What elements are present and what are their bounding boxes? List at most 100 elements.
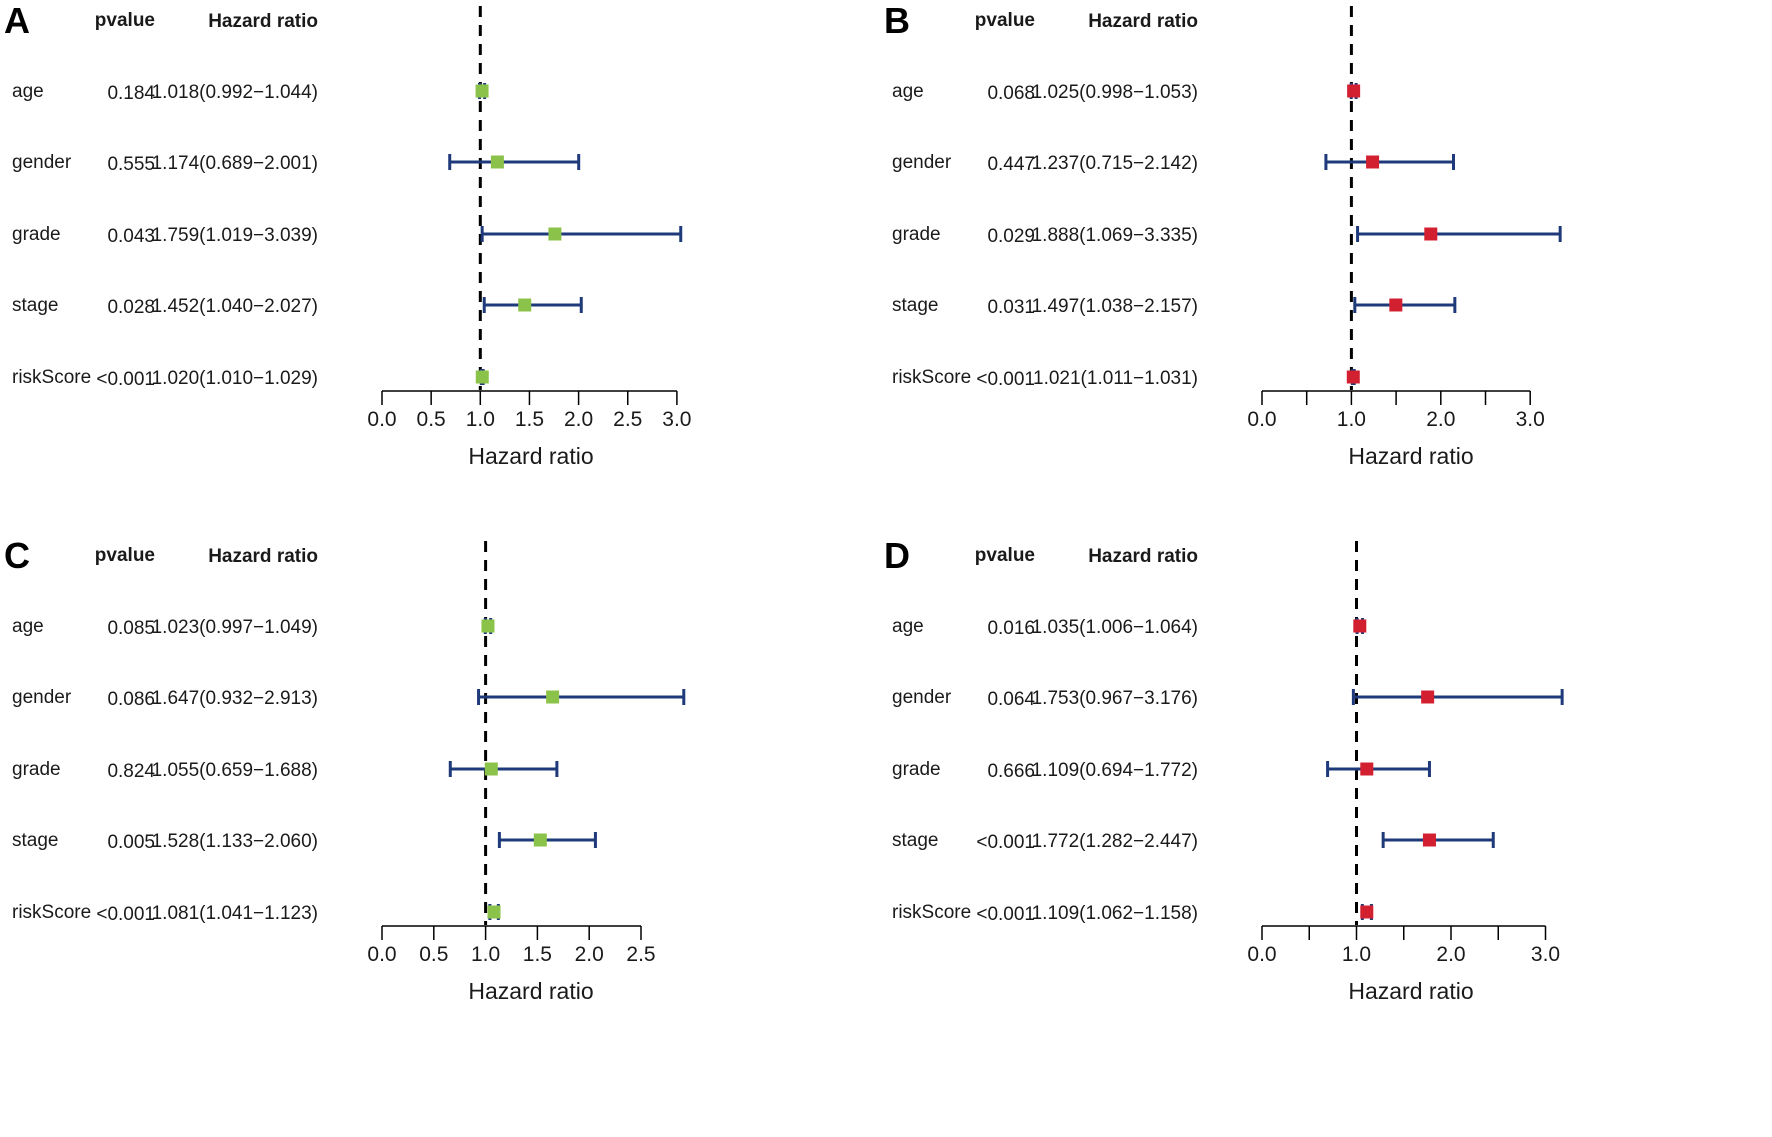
row-hazard-ratio-text: 1.020(1.010−1.029) — [152, 368, 318, 389]
x-tick-label: 1.0 — [466, 408, 495, 431]
x-tick-label: 0.5 — [419, 943, 448, 966]
hazard-ratio-point — [490, 155, 504, 169]
x-tick-label: 2.0 — [1426, 408, 1455, 431]
row-hazard-ratio-text: 1.753(0.967−3.176) — [1032, 688, 1198, 709]
row-label-riskScore: riskScore — [892, 367, 971, 388]
row-pvalue: <0.001 — [976, 832, 1035, 853]
hazard-ratio-point — [475, 370, 489, 384]
x-tick-label: 2.0 — [575, 943, 604, 966]
x-tick-label: 0.5 — [417, 408, 446, 431]
row-pvalue: 0.184 — [107, 83, 155, 104]
hazard-ratio-point — [1353, 619, 1367, 633]
hazard-ratio-point — [546, 690, 560, 704]
row-pvalue: <0.001 — [976, 904, 1035, 925]
row-hazard-ratio-text: 1.237(0.715−2.142) — [1032, 153, 1198, 174]
hazard-ratio-point — [1424, 227, 1438, 241]
row-label-grade: grade — [892, 759, 941, 780]
row-label-stage: stage — [892, 295, 938, 316]
row-hazard-ratio-text: 1.772(1.282−2.447) — [1032, 831, 1198, 852]
row-pvalue: <0.001 — [976, 369, 1035, 390]
panel-letter: A — [4, 0, 30, 41]
row-pvalue: 0.005 — [107, 832, 155, 853]
row-pvalue: 0.016 — [987, 618, 1035, 639]
hazard-ratio-point — [1346, 370, 1360, 384]
hazard-ratio-point — [475, 84, 489, 98]
x-tick-label: 2.0 — [1436, 943, 1465, 966]
row-hazard-ratio-text: 1.888(1.069−3.335) — [1032, 225, 1198, 246]
row-label-grade: grade — [12, 759, 61, 780]
hazard-ratio-header: Hazard ratio — [208, 11, 318, 32]
x-tick-label: 0.0 — [367, 943, 396, 966]
x-tick-label: 1.5 — [515, 408, 544, 431]
x-axis-label: Hazard ratio — [1348, 978, 1473, 1004]
x-tick-label: 1.0 — [471, 943, 500, 966]
hazard-ratio-point — [1360, 905, 1374, 919]
row-label-stage: stage — [892, 830, 938, 851]
hazard-ratio-header: Hazard ratio — [1088, 546, 1198, 567]
x-tick-label: 0.0 — [1247, 408, 1276, 431]
row-hazard-ratio-text: 1.018(0.992−1.044) — [152, 82, 318, 103]
hazard-ratio-point — [1421, 690, 1435, 704]
hazard-ratio-point — [518, 298, 532, 312]
row-pvalue: 0.824 — [107, 761, 155, 782]
x-tick-label: 1.0 — [1342, 943, 1371, 966]
row-hazard-ratio-text: 1.021(1.011−1.031) — [1033, 368, 1198, 389]
hazard-ratio-point — [548, 227, 562, 241]
row-pvalue: <0.001 — [96, 369, 155, 390]
x-tick-label: 3.0 — [1516, 408, 1545, 431]
row-label-grade: grade — [12, 224, 61, 245]
row-label-gender: gender — [892, 687, 952, 708]
row-label-gender: gender — [12, 152, 72, 173]
row-pvalue: 0.029 — [987, 226, 1035, 247]
hazard-ratio-point — [1389, 298, 1403, 312]
x-tick-label: 2.5 — [626, 943, 655, 966]
row-label-riskScore: riskScore — [12, 367, 91, 388]
x-tick-label: 2.5 — [613, 408, 642, 431]
row-pvalue: 0.028 — [107, 297, 155, 318]
row-label-grade: grade — [892, 224, 941, 245]
row-hazard-ratio-text: 1.025(0.998−1.053) — [1032, 82, 1198, 103]
hazard-ratio-point — [533, 833, 547, 847]
row-pvalue: <0.001 — [96, 904, 155, 925]
row-pvalue: 0.031 — [987, 297, 1035, 318]
hazard-ratio-point — [1347, 84, 1361, 98]
row-pvalue: 0.555 — [107, 154, 155, 175]
hazard-ratio-point — [481, 619, 495, 633]
row-hazard-ratio-text: 1.109(0.694−1.772) — [1032, 760, 1198, 781]
row-hazard-ratio-text: 1.174(0.689−2.001) — [152, 153, 318, 174]
row-label-gender: gender — [892, 152, 952, 173]
x-tick-label: 0.0 — [367, 408, 396, 431]
hazard-ratio-point — [487, 905, 501, 919]
panel-letter: B — [884, 0, 910, 41]
row-hazard-ratio-text: 1.055(0.659−1.688) — [152, 760, 318, 781]
row-hazard-ratio-text: 1.528(1.133−2.060) — [152, 831, 318, 852]
x-tick-label: 3.0 — [1531, 943, 1560, 966]
x-tick-label: 1.5 — [523, 943, 552, 966]
row-label-age: age — [12, 81, 44, 102]
pvalue-header: pvalue — [95, 545, 155, 566]
row-pvalue: 0.666 — [987, 761, 1035, 782]
row-pvalue: 0.064 — [987, 689, 1035, 710]
x-axis-label: Hazard ratio — [1348, 443, 1473, 469]
x-tick-label: 2.0 — [564, 408, 593, 431]
row-hazard-ratio-text: 1.023(0.997−1.049) — [152, 617, 318, 638]
row-pvalue: 0.447 — [987, 154, 1035, 175]
x-tick-label: 0.0 — [1247, 943, 1276, 966]
hazard-ratio-header: Hazard ratio — [1088, 11, 1198, 32]
row-label-riskScore: riskScore — [892, 902, 971, 923]
pvalue-header: pvalue — [975, 545, 1035, 566]
row-label-stage: stage — [12, 830, 58, 851]
x-tick-label: 3.0 — [662, 408, 691, 431]
row-label-age: age — [12, 616, 44, 637]
row-hazard-ratio-text: 1.035(1.006−1.064) — [1032, 617, 1198, 638]
x-axis-label: Hazard ratio — [468, 443, 593, 469]
row-pvalue: 0.085 — [107, 618, 155, 639]
row-pvalue: 0.043 — [107, 226, 155, 247]
pvalue-header: pvalue — [95, 10, 155, 31]
hazard-ratio-point — [1422, 833, 1436, 847]
row-hazard-ratio-text: 1.081(1.041−1.123) — [152, 903, 318, 924]
